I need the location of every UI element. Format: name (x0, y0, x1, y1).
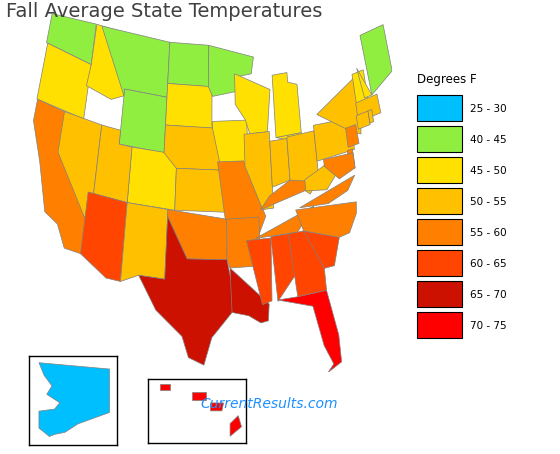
Polygon shape (346, 124, 359, 148)
Bar (417, 126, 462, 153)
Polygon shape (304, 231, 339, 268)
Polygon shape (270, 138, 290, 187)
Polygon shape (347, 149, 355, 170)
Text: 65 - 70: 65 - 70 (470, 290, 507, 300)
Polygon shape (167, 42, 209, 87)
Polygon shape (260, 180, 310, 210)
Bar (417, 219, 462, 245)
Polygon shape (58, 112, 102, 221)
Polygon shape (39, 363, 110, 436)
Polygon shape (255, 206, 314, 238)
Text: 45 - 50: 45 - 50 (470, 166, 507, 176)
Polygon shape (211, 403, 223, 411)
Polygon shape (227, 217, 261, 268)
Polygon shape (296, 202, 356, 237)
Polygon shape (193, 392, 206, 400)
Polygon shape (218, 161, 265, 238)
Polygon shape (94, 125, 132, 202)
Polygon shape (314, 118, 354, 161)
Polygon shape (230, 416, 241, 436)
Polygon shape (271, 233, 296, 301)
Text: Fall Average State Temperatures: Fall Average State Temperatures (6, 2, 322, 21)
Polygon shape (356, 94, 381, 122)
Bar (417, 312, 462, 338)
Polygon shape (166, 84, 212, 128)
Text: 60 - 65: 60 - 65 (470, 259, 507, 269)
Bar (417, 188, 462, 214)
Polygon shape (324, 153, 355, 179)
Polygon shape (357, 68, 372, 98)
Polygon shape (127, 147, 177, 210)
Text: CurrentResults.com: CurrentResults.com (200, 397, 338, 411)
Polygon shape (356, 111, 370, 129)
Bar (417, 250, 462, 276)
Polygon shape (272, 73, 301, 138)
Polygon shape (102, 26, 170, 97)
Polygon shape (244, 132, 273, 210)
Text: 70 - 75: 70 - 75 (470, 321, 507, 331)
Polygon shape (287, 131, 319, 194)
Bar (417, 281, 462, 307)
Polygon shape (230, 268, 269, 323)
Polygon shape (139, 217, 234, 365)
Bar (417, 157, 462, 183)
Polygon shape (352, 70, 368, 105)
Bar (417, 95, 462, 122)
Polygon shape (212, 120, 248, 165)
Polygon shape (300, 175, 354, 208)
Polygon shape (317, 71, 361, 134)
Polygon shape (276, 133, 302, 141)
Polygon shape (37, 43, 91, 119)
Text: 50 - 55: 50 - 55 (470, 197, 507, 207)
Polygon shape (120, 202, 168, 281)
Polygon shape (46, 14, 96, 64)
Polygon shape (278, 291, 342, 372)
Polygon shape (175, 168, 225, 212)
Polygon shape (235, 74, 270, 134)
Polygon shape (164, 125, 220, 170)
Text: Degrees F: Degrees F (417, 73, 477, 85)
Polygon shape (86, 25, 130, 99)
Polygon shape (305, 158, 337, 191)
Polygon shape (208, 45, 254, 96)
Polygon shape (360, 25, 392, 95)
Polygon shape (119, 89, 167, 153)
Polygon shape (368, 109, 374, 123)
Polygon shape (167, 209, 227, 260)
Polygon shape (160, 384, 170, 390)
Text: 25 - 30: 25 - 30 (470, 104, 507, 114)
Text: 55 - 60: 55 - 60 (470, 228, 507, 238)
Polygon shape (288, 231, 326, 297)
Polygon shape (81, 192, 127, 281)
Text: 40 - 45: 40 - 45 (470, 135, 507, 145)
Polygon shape (34, 99, 86, 254)
Polygon shape (246, 238, 272, 305)
